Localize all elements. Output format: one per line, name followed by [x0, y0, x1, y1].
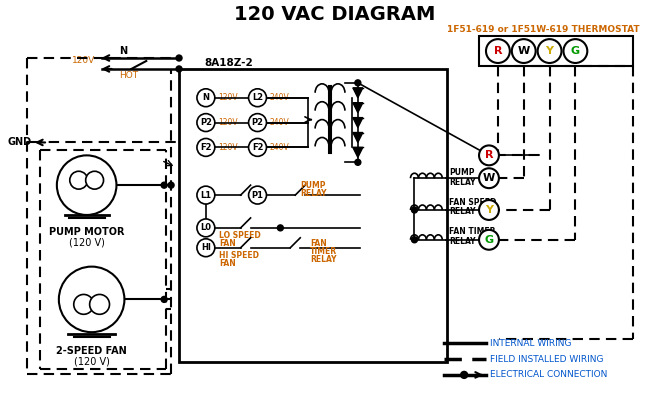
Circle shape: [161, 296, 167, 303]
Text: G: G: [571, 46, 580, 56]
Circle shape: [90, 295, 109, 314]
Circle shape: [176, 66, 182, 72]
Circle shape: [411, 207, 417, 213]
Bar: [179, 69, 448, 362]
Text: LO SPEED: LO SPEED: [219, 231, 261, 241]
Text: Y: Y: [485, 205, 493, 215]
Text: 1F51-619 or 1F51W-619 THERMOSTAT: 1F51-619 or 1F51W-619 THERMOSTAT: [448, 25, 640, 34]
Polygon shape: [353, 118, 363, 127]
Circle shape: [59, 266, 125, 332]
Circle shape: [479, 200, 499, 220]
Circle shape: [249, 114, 267, 132]
Text: W: W: [518, 46, 530, 56]
Circle shape: [355, 80, 361, 86]
Circle shape: [411, 237, 417, 243]
Text: 240V: 240V: [269, 143, 289, 152]
Circle shape: [249, 186, 267, 204]
Polygon shape: [353, 88, 363, 98]
Text: HOT: HOT: [119, 71, 139, 80]
Text: P2: P2: [200, 118, 212, 127]
Circle shape: [355, 159, 361, 165]
Circle shape: [57, 155, 117, 215]
Circle shape: [70, 171, 88, 189]
Bar: [479, 36, 633, 66]
Text: (120 V): (120 V): [69, 238, 105, 248]
Circle shape: [479, 168, 499, 188]
Circle shape: [197, 138, 215, 156]
Text: L1: L1: [200, 191, 212, 199]
Text: INTERNAL WIRING: INTERNAL WIRING: [490, 339, 572, 348]
Text: W: W: [483, 173, 495, 183]
Text: TIMER: TIMER: [310, 247, 337, 256]
Text: COM: COM: [64, 285, 84, 294]
Text: 120 VAC DIAGRAM: 120 VAC DIAGRAM: [234, 5, 436, 24]
Circle shape: [249, 138, 267, 156]
Text: HI SPEED: HI SPEED: [219, 251, 259, 260]
Text: Y: Y: [545, 46, 553, 56]
Text: PUMP MOTOR: PUMP MOTOR: [49, 227, 125, 237]
Circle shape: [563, 39, 588, 63]
Circle shape: [512, 39, 535, 63]
Text: LO: LO: [78, 300, 89, 309]
Circle shape: [479, 145, 499, 165]
Text: N: N: [119, 46, 127, 56]
Text: 8A18Z-2: 8A18Z-2: [204, 58, 253, 68]
Text: L0: L0: [200, 223, 211, 233]
Circle shape: [161, 182, 167, 188]
Circle shape: [461, 371, 468, 378]
Circle shape: [486, 39, 510, 63]
Text: PUMP: PUMP: [450, 168, 475, 177]
Circle shape: [86, 171, 104, 189]
Text: FAN TIMER: FAN TIMER: [450, 228, 496, 236]
Text: N: N: [202, 93, 209, 102]
Circle shape: [197, 114, 215, 132]
Text: F2: F2: [200, 143, 212, 152]
Text: GND: GND: [7, 137, 31, 147]
Text: FAN: FAN: [219, 239, 236, 248]
Text: RELAY: RELAY: [450, 178, 476, 187]
Text: F2: F2: [252, 143, 263, 152]
Text: L2: L2: [252, 93, 263, 102]
Text: RELAY: RELAY: [450, 207, 476, 217]
Text: HI: HI: [201, 243, 211, 252]
Text: (120 V): (120 V): [74, 357, 110, 367]
Circle shape: [197, 89, 215, 107]
Text: RELAY: RELAY: [310, 255, 336, 264]
Text: FAN: FAN: [310, 239, 327, 248]
Circle shape: [249, 89, 267, 107]
Text: 120V: 120V: [218, 93, 237, 102]
Circle shape: [168, 182, 174, 188]
Circle shape: [74, 295, 94, 314]
Text: R: R: [494, 46, 502, 56]
Text: 2-SPEED FAN: 2-SPEED FAN: [56, 346, 127, 356]
Text: RELAY: RELAY: [450, 237, 476, 246]
Text: 120V: 120V: [72, 57, 95, 65]
Polygon shape: [353, 147, 363, 158]
Text: FIELD INSTALLED WIRING: FIELD INSTALLED WIRING: [490, 354, 604, 364]
Text: G: G: [484, 235, 494, 245]
Text: P2: P2: [251, 118, 263, 127]
Text: R: R: [484, 150, 493, 160]
Text: PUMP: PUMP: [300, 181, 326, 190]
Circle shape: [176, 55, 182, 61]
Text: 240V: 240V: [269, 93, 289, 102]
Text: ELECTRICAL CONNECTION: ELECTRICAL CONNECTION: [490, 370, 607, 379]
Polygon shape: [353, 103, 363, 113]
Text: P1: P1: [251, 191, 263, 199]
Text: HI: HI: [95, 300, 105, 309]
Text: 120V: 120V: [218, 143, 237, 152]
Text: 120V: 120V: [218, 118, 237, 127]
Text: RELAY: RELAY: [300, 189, 327, 198]
Circle shape: [537, 39, 561, 63]
Circle shape: [197, 239, 215, 257]
Circle shape: [479, 230, 499, 250]
Circle shape: [277, 225, 283, 231]
Text: 240V: 240V: [269, 118, 289, 127]
Circle shape: [197, 219, 215, 237]
Text: FAN: FAN: [219, 259, 236, 268]
Polygon shape: [353, 132, 363, 142]
Text: FAN SPEED: FAN SPEED: [450, 197, 496, 207]
Circle shape: [197, 186, 215, 204]
